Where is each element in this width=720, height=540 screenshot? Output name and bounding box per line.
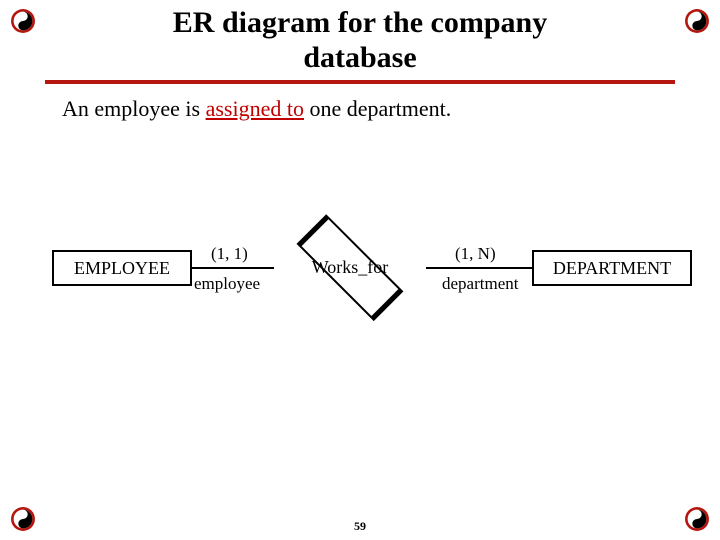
relationship-label: Works_for [272,257,428,278]
entity-department-label: DEPARTMENT [553,258,671,279]
edge-worksfor-department [426,267,532,269]
edge-employee-worksfor [192,267,274,269]
role-right: department [442,274,518,294]
relationship-works-for: Works_for [272,238,428,298]
cardinality-left: (1, 1) [211,244,248,264]
er-diagram: EMPLOYEE DEPARTMENT (1, 1) employee (1, … [0,0,720,540]
role-left: employee [194,274,260,294]
cardinality-right: (1, N) [455,244,496,264]
entity-employee-label: EMPLOYEE [74,258,170,279]
entity-employee: EMPLOYEE [52,250,192,286]
page-number: 59 [0,519,720,534]
entity-department: DEPARTMENT [532,250,692,286]
